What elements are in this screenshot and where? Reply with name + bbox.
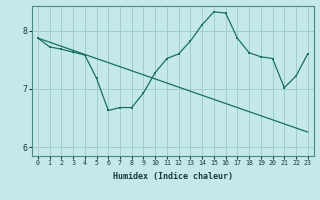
X-axis label: Humidex (Indice chaleur): Humidex (Indice chaleur) [113, 172, 233, 181]
